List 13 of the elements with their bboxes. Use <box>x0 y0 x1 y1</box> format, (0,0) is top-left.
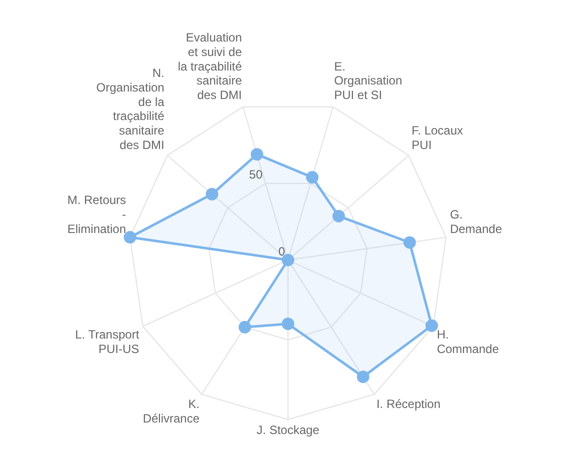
spoke-label: I. Réception <box>376 397 441 412</box>
spoke-label: G. Demande <box>450 207 502 236</box>
spoke-label: L. Transport PUI-US <box>75 327 140 356</box>
y-tick-label: 50 <box>249 168 263 182</box>
y-tick-label: 0 <box>278 244 286 258</box>
spoke-label: F. Locaux PUI <box>412 124 464 152</box>
spoke-label: E. Organisation PUI et SI <box>334 59 402 102</box>
spoke-label: J. Stockage <box>256 423 320 438</box>
spoke-label: H. Commande <box>436 327 500 356</box>
spoke-label: Evaluation et suivi de la traçabilité sanitaire des DMI <box>178 30 242 102</box>
spoke-label: K. Délivrance <box>142 397 200 426</box>
spoke-label: M. Retours - Elimination <box>67 193 126 236</box>
spoke-label: N. Organisation de la traçabilité sanitaire des DMI <box>96 66 165 152</box>
